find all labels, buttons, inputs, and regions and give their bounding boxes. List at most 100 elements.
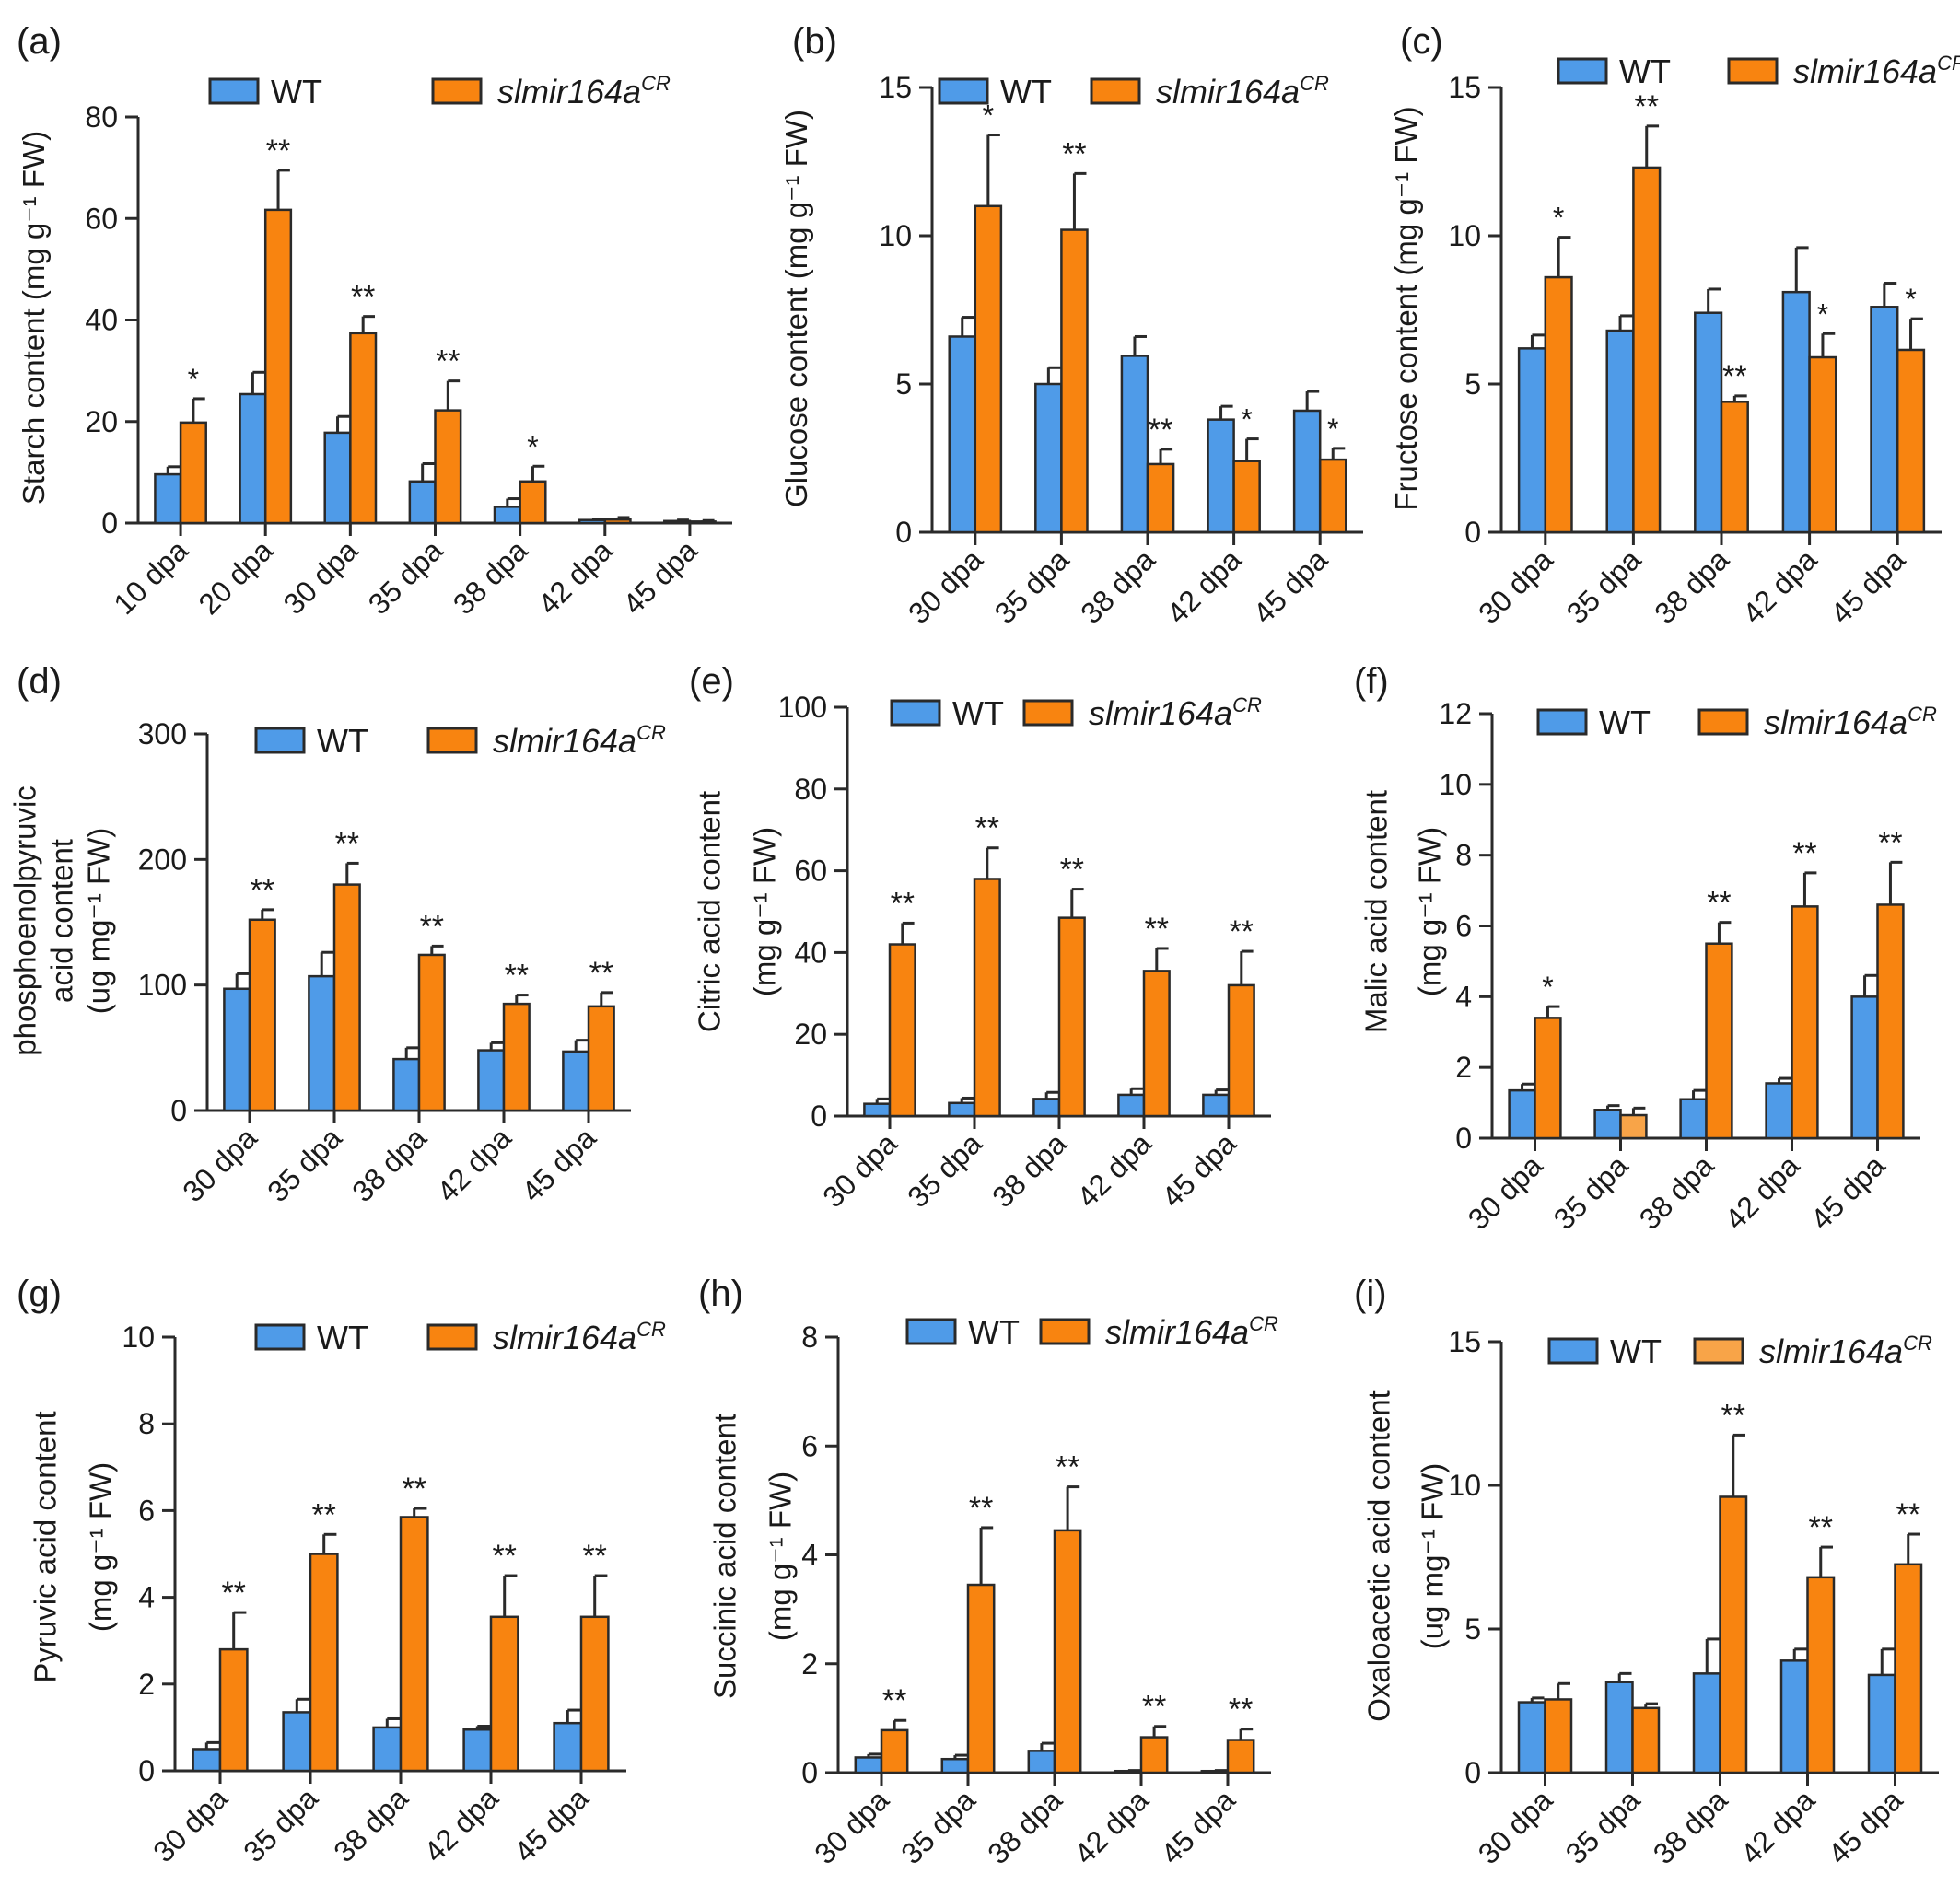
y-tick-label: 15 <box>1448 1325 1481 1358</box>
bar-mutant <box>1896 348 1926 534</box>
significance-marker: ** <box>505 959 529 994</box>
y-tick-label: 10 <box>1439 768 1472 801</box>
significance-marker: ** <box>311 1497 335 1532</box>
x-tick-label: 30 dpa <box>808 1783 895 1870</box>
significance-marker: ** <box>1149 413 1172 448</box>
panel-label: (h) <box>698 1274 743 1314</box>
bar-wt <box>948 335 977 534</box>
y-tick-label: 300 <box>138 717 187 751</box>
y-tick-label: 80 <box>85 100 118 134</box>
chart-panel-a: (a) Starch content (mg g⁻¹ FW) 0 20 40 60 80 * 1… <box>17 21 732 621</box>
significance-marker: ** <box>1145 912 1169 947</box>
y-tick-label: 0 <box>811 1100 827 1133</box>
x-tick-label: 42 dpa <box>1161 542 1248 630</box>
bar-wt <box>477 1049 506 1112</box>
chart-panel-f: (f) Malic acid content (mg g⁻¹ FW) 0 2 4 6 8 10 1… <box>1354 661 1937 1236</box>
significance-marker: ** <box>975 811 999 846</box>
significance-marker: ** <box>882 1683 906 1718</box>
y-axis-label-line: Succinic acid content <box>708 1414 742 1699</box>
significance-marker: * <box>188 363 199 396</box>
y-tick-label: 6 <box>801 1429 818 1462</box>
legend-label-mutant-base: slmir164a <box>497 73 641 111</box>
bar-wt <box>663 519 692 525</box>
significance-marker: * <box>1327 413 1338 446</box>
x-tick-label: 30 dpa <box>816 1126 904 1214</box>
y-tick-label: 100 <box>778 691 827 724</box>
significance-marker: ** <box>969 1491 993 1526</box>
bar-wt <box>1779 1659 1809 1774</box>
x-tick-label: 45 dpa <box>1804 1148 1892 1236</box>
legend-label-mutant-sup: CR <box>636 1318 666 1341</box>
bar-wt <box>1593 1109 1622 1140</box>
bar-mutant <box>973 878 1001 1118</box>
bar-wt <box>1517 1701 1546 1774</box>
x-tick-label: 42 dpa <box>1734 1783 1822 1870</box>
x-tick-label: 38 dpa <box>447 533 534 621</box>
bar-mutant <box>1060 228 1089 534</box>
bar-mutant <box>399 1516 429 1773</box>
bar-wt <box>562 1050 590 1112</box>
significance-marker: ** <box>221 1576 245 1611</box>
x-tick-label: 35 dpa <box>988 542 1076 630</box>
chart-panel-d: (d) phosphoenolpyruvic acid content (ug mg⁻… <box>8 661 666 1208</box>
legend-label-wt: WT <box>1619 52 1671 90</box>
legend-label-wt: WT <box>1610 1332 1662 1370</box>
bar-mutant <box>587 1005 615 1112</box>
x-tick-label: 45 dpa <box>1824 542 1911 630</box>
y-axis-label-line: (ug mg⁻¹ FW) <box>82 828 116 1015</box>
significance-marker: ** <box>266 134 290 169</box>
legend-label-wt: WT <box>1599 704 1651 741</box>
bar-wt <box>1517 347 1547 534</box>
significance-marker: ** <box>589 956 613 991</box>
x-tick-label: 45 dpa <box>515 1121 602 1208</box>
y-axis-label-line: Oxaloacetic acid content <box>1362 1390 1396 1722</box>
y-tick-label: 5 <box>1464 1612 1481 1646</box>
panel-label: (a) <box>17 21 62 62</box>
significance-marker: ** <box>891 886 915 921</box>
bar-wt <box>1120 355 1149 534</box>
bar-wt <box>1850 995 1879 1140</box>
significance-marker: ** <box>402 1472 426 1507</box>
bar-wt <box>282 1711 312 1773</box>
y-tick-label: 100 <box>138 969 187 1002</box>
significance-marker: * <box>1817 297 1828 331</box>
y-axis-label-line: (mg g⁻¹ FW) <box>764 1472 798 1641</box>
x-tick-label: 45 dpa <box>508 1781 595 1868</box>
bar-mutant <box>1318 458 1348 534</box>
bar-wt <box>392 1057 421 1112</box>
bar-wt <box>1027 1750 1056 1774</box>
bar-mutant <box>1227 983 1255 1118</box>
bar-wt <box>1679 1098 1708 1140</box>
bar-wt <box>408 480 437 525</box>
legend-label-mutant-base: slmir164a <box>493 1319 636 1356</box>
significance-marker: ** <box>1707 886 1731 921</box>
y-axis-label-line: acid content <box>45 839 79 1003</box>
legend-swatch-mutant <box>426 1323 478 1351</box>
bar-wt <box>239 392 267 525</box>
legend-label-mutant-sup: CR <box>1249 1312 1278 1335</box>
y-tick-label: 5 <box>1464 367 1481 401</box>
x-tick-label: 35 dpa <box>261 1121 348 1208</box>
bar-mutant <box>502 1002 531 1112</box>
y-tick-label: 6 <box>138 1494 155 1527</box>
y-tick-label: 10 <box>879 219 912 252</box>
legend-label-wt: WT <box>271 73 322 111</box>
x-tick-label: 42 dpa <box>1068 1783 1155 1870</box>
bar-wt <box>1694 311 1723 534</box>
significance-marker: ** <box>335 826 359 861</box>
bar-mutant <box>417 953 446 1112</box>
bar-wt <box>948 1101 976 1118</box>
significance-marker: ** <box>1792 836 1816 871</box>
bar-wt <box>1867 1673 1896 1774</box>
legend-label-mutant: slmir164aCR <box>1764 703 1937 741</box>
bar-wt <box>223 987 251 1112</box>
bar-wt <box>1292 409 1322 534</box>
significance-marker: * <box>527 430 538 463</box>
bar-mutant <box>1791 905 1819 1140</box>
panel-label: (g) <box>17 1274 62 1314</box>
significance-marker: ** <box>1809 1510 1833 1545</box>
x-tick-label: 10 dpa <box>107 533 194 621</box>
x-tick-label: 42 dpa <box>430 1121 518 1208</box>
y-axis-label-line: phosphoenolpyruvic <box>8 785 42 1056</box>
